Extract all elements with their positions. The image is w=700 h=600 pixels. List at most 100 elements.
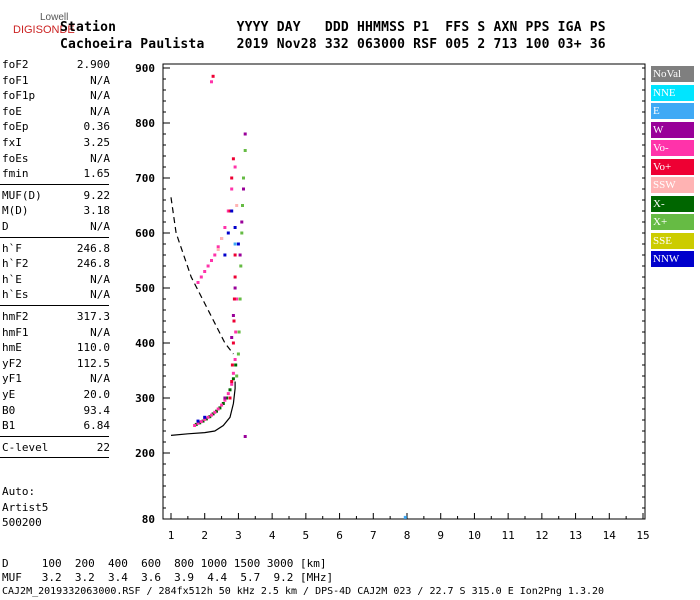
param-row: yE 20.0 bbox=[2, 388, 110, 404]
param-key: hmF2 bbox=[2, 310, 29, 323]
trace-point-vo bbox=[216, 245, 220, 249]
y-tick-label: 600 bbox=[135, 227, 155, 240]
param-value: 112.5 bbox=[76, 356, 110, 370]
y-tick-label: 700 bbox=[135, 172, 155, 185]
trace-point-x bbox=[194, 422, 198, 426]
legend-item-e: E bbox=[651, 103, 694, 119]
trace-point-x bbox=[240, 231, 244, 235]
param-key: h`Es bbox=[2, 288, 29, 302]
trace-point-vo bbox=[226, 209, 230, 213]
trace-point-vo bbox=[213, 410, 217, 414]
trace-point-w bbox=[243, 435, 247, 438]
param-row: hmE 110.0 bbox=[2, 341, 110, 357]
param-separator bbox=[0, 435, 109, 437]
x-tick-label: 3 bbox=[235, 529, 242, 542]
param-key: foF2 bbox=[2, 58, 29, 71]
param-row: h`Es N/A bbox=[2, 288, 110, 304]
trace-point-vo bbox=[234, 330, 238, 334]
trace-point-x bbox=[242, 176, 245, 180]
param-row: MUF(D) 9.22 bbox=[2, 189, 110, 205]
trace-point-vo bbox=[216, 407, 220, 411]
x-tick-label: 15 bbox=[636, 529, 649, 542]
legend-item-w: W bbox=[651, 121, 694, 138]
param-value: N/A bbox=[90, 288, 110, 302]
trace-point-x bbox=[198, 421, 202, 425]
trace-point-vo bbox=[211, 74, 215, 78]
trace-point-vo bbox=[210, 413, 213, 417]
legend-item-noval: NoVal bbox=[651, 66, 694, 82]
param-value: 246.8 bbox=[76, 241, 110, 255]
muf-dashed-curve bbox=[170, 197, 234, 355]
y-tick-label: 500 bbox=[135, 282, 155, 295]
param-row: B0 93.4 bbox=[2, 404, 110, 420]
trace-point-vo bbox=[199, 275, 203, 279]
param-row: C-level 22 bbox=[2, 441, 110, 457]
param-row: foEp 0.36 bbox=[2, 120, 110, 136]
trace-point-w bbox=[223, 396, 227, 400]
x-tick-label: 2 bbox=[201, 529, 208, 542]
trace-point-x bbox=[236, 352, 240, 356]
param-value: 3.18 bbox=[83, 204, 111, 218]
param-value: 246.8 bbox=[76, 257, 110, 271]
param-separator bbox=[0, 305, 109, 306]
trace-point-nnw bbox=[236, 242, 240, 246]
trace-point-x bbox=[225, 396, 229, 400]
param-row: foF2 2.900 bbox=[2, 58, 110, 74]
param-key: h`F2 bbox=[2, 257, 29, 271]
y-tick-label: 80 bbox=[142, 513, 155, 526]
param-key: yE bbox=[2, 388, 16, 401]
trace-point-vo bbox=[231, 341, 235, 345]
param-row: h`F2 246.8 bbox=[2, 257, 110, 273]
trace-point-vo bbox=[226, 392, 230, 396]
trace-point-nnw bbox=[230, 209, 234, 213]
x-tick-label: 11 bbox=[502, 529, 515, 542]
legend-item-x: X- bbox=[651, 195, 694, 212]
param-value: 9.22 bbox=[83, 188, 111, 202]
param-key: foF1p bbox=[2, 89, 36, 103]
header-line-2: Cachoeira Paulista 2019 Nov28 332 063000… bbox=[60, 37, 606, 52]
trace-point-x bbox=[221, 402, 225, 405]
logo-digisonde: DIGISONDE bbox=[13, 24, 75, 36]
trace-point-vo bbox=[231, 371, 235, 375]
param-key: MUF(D) bbox=[2, 188, 42, 202]
footer-distance-line: D 100 200 400 600 800 1000 1500 3000 [km… bbox=[2, 557, 327, 570]
trace-point-vo bbox=[228, 396, 232, 400]
trace-point-w bbox=[243, 132, 247, 136]
param-value: N/A bbox=[90, 372, 110, 386]
trace-point-x bbox=[204, 417, 208, 421]
trace-point-vo bbox=[210, 80, 213, 84]
footer-muf-line: MUF 3.2 3.2 3.4 3.6 3.9 4.4 5.7 9.2 [MHz… bbox=[2, 571, 334, 584]
trace-point-w bbox=[240, 220, 244, 224]
x-tick-label: 9 bbox=[437, 529, 444, 542]
param-value: N/A bbox=[90, 220, 110, 233]
trace-point-vo bbox=[233, 358, 237, 361]
trace-point-x bbox=[211, 412, 215, 416]
trace-point-nnw bbox=[223, 253, 227, 257]
param-value: 110.0 bbox=[76, 341, 110, 355]
trace-point-vo bbox=[196, 281, 200, 284]
param-row: h`E N/A bbox=[2, 273, 110, 289]
electron-density-profile bbox=[170, 381, 236, 436]
param-row: fmin 1.65 bbox=[2, 167, 110, 183]
x-tick-label: 1 bbox=[168, 529, 175, 542]
param-row: yF1 N/A bbox=[2, 372, 110, 388]
param-row: M(D) 3.18 bbox=[2, 204, 110, 220]
trace-point-w bbox=[231, 314, 235, 317]
param-value: N/A bbox=[90, 325, 110, 339]
param-value: 6.84 bbox=[83, 419, 111, 433]
y-tick-label: 300 bbox=[135, 392, 155, 405]
trace-point-vo bbox=[213, 253, 217, 257]
legend-item-vo: Vo- bbox=[651, 140, 694, 156]
param-row: foF1p N/A bbox=[2, 89, 110, 105]
trace-point-vo bbox=[230, 382, 234, 386]
x-tick-label: 10 bbox=[468, 529, 481, 542]
trace-point-vo bbox=[235, 297, 239, 301]
param-key: B1 bbox=[2, 419, 16, 433]
trace-point-nnw bbox=[203, 415, 207, 419]
trace-point-e bbox=[233, 242, 237, 246]
param-row: fxI 3.25 bbox=[2, 136, 110, 152]
param-row: D N/A bbox=[2, 220, 110, 236]
trace-point-x bbox=[231, 377, 235, 381]
param-value: N/A bbox=[90, 104, 110, 118]
trace-point-nnw bbox=[196, 419, 200, 423]
